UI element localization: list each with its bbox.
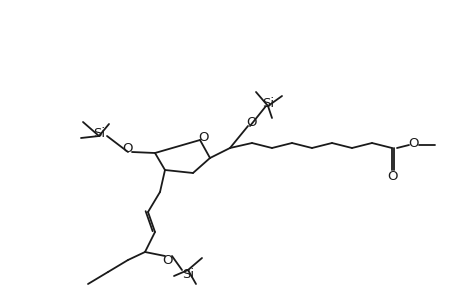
Text: O: O: [123, 142, 133, 154]
Text: Si: Si: [261, 97, 274, 110]
Text: Si: Si: [182, 268, 194, 281]
Text: O: O: [387, 169, 397, 182]
Text: O: O: [408, 136, 418, 149]
Text: O: O: [246, 116, 257, 128]
Text: O: O: [162, 254, 173, 266]
Text: Si: Si: [93, 127, 105, 140]
Text: O: O: [198, 130, 209, 143]
